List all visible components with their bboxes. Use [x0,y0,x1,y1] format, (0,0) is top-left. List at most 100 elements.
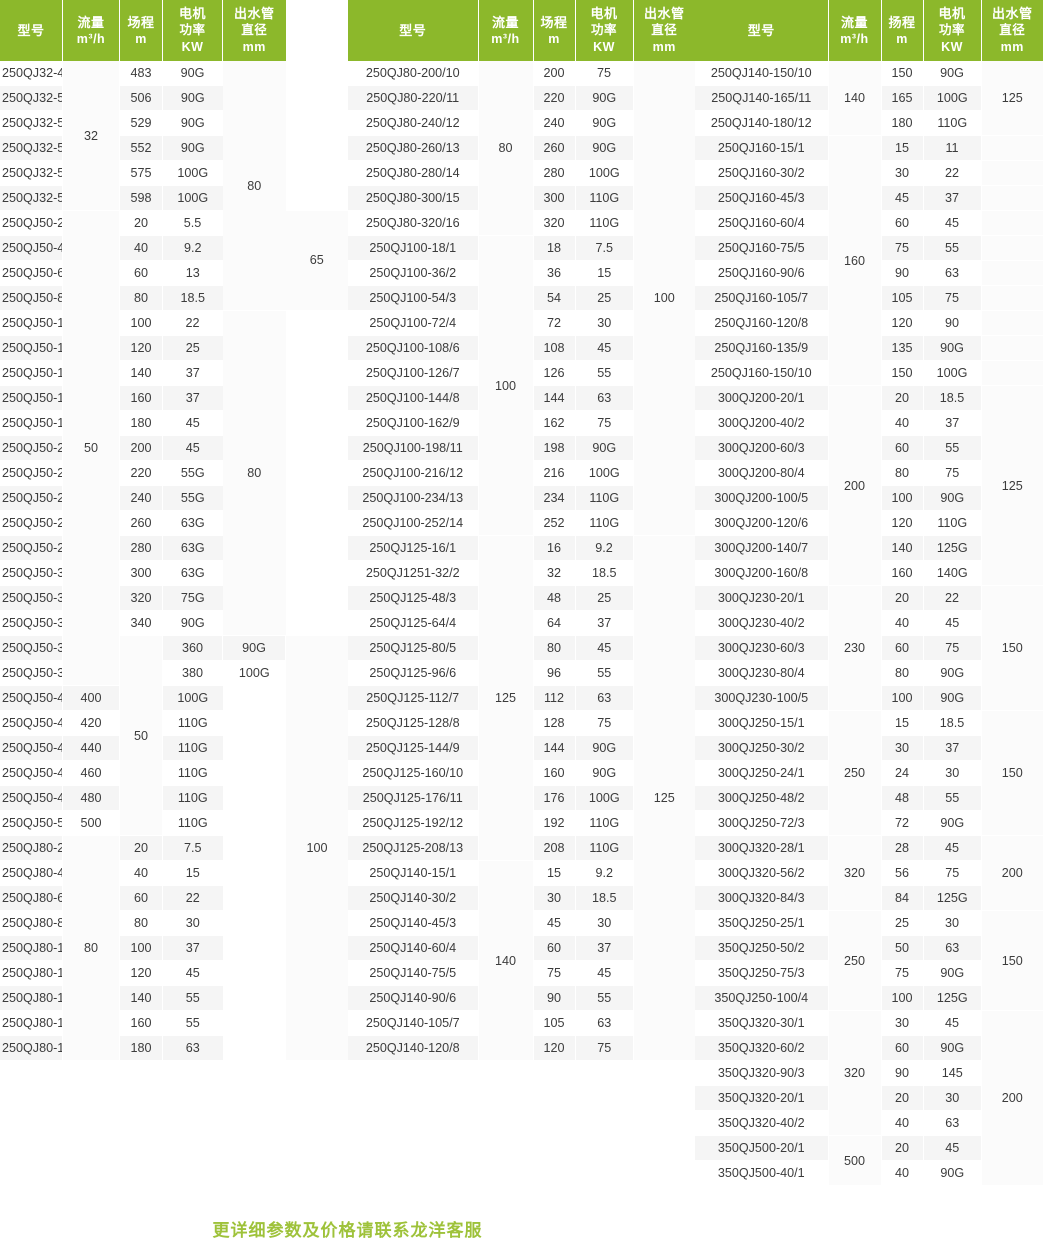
cell-head: 260 [533,135,576,161]
table-row: 300QJ200-20/1 200 20 18.5 125 [695,385,1043,586]
cell-power: 25 [162,335,223,361]
cell-model: 250QJ140-45/3 [348,910,479,936]
table-row: 300QJ200-80/4 80 75 [695,460,1043,486]
cell-diameter-empty [981,360,1043,386]
cell-flow: 320 [828,1010,882,1136]
spec-block-middle: 型号 流量 m³/h 场程 m 电机 功率 KW [348,0,695,1061]
col-header-power: 电机 功率 KW [923,0,982,61]
cell-model: 250QJ125-80/5 [348,635,479,661]
cell-model: 250QJ80-100/5 [0,935,63,961]
cell-model: 350QJ320-20/1 [695,1085,829,1111]
col-header-head-unit: m [896,31,908,46]
cell-model: 250QJ125-96/6 [348,660,479,686]
cell-head: 36 [533,260,576,286]
table-row: 300QJ250-72/3 72 90G [695,810,1043,836]
table-row: 350QJ320-90/3 90 145 [695,1060,1043,1086]
cell-head: 112 [533,685,576,711]
col-header-power-line2: 功率 [590,23,617,37]
cell-head: 30 [881,735,924,761]
cell-head: 100 [881,685,924,711]
cell-head: 40 [119,860,163,886]
cell-head: 280 [533,160,576,186]
cell-model: 250QJ125-64/4 [348,610,479,636]
cell-diameter: 200 [981,835,1043,911]
cell-head: 30 [881,1010,924,1036]
table-row: 300QJ320-84/3 84 125G [695,885,1043,911]
table-row: 300QJ250-24/1 24 30 [695,760,1043,786]
cell-model: 250QJ100-216/12 [348,460,479,486]
cell-model: 250QJ32-552/24 [0,135,63,161]
cell-model: 250QJ80-120/6 [0,960,63,986]
cell-head: 300 [119,560,163,586]
cell-model: 250QJ50-40/2 [0,235,63,261]
col-header-power-line2: 功率 [179,23,206,37]
cell-power: 9.2 [162,235,223,261]
cell-model: 250QJ100-162/9 [348,410,479,436]
spec-block-right: 型号 流量 m³/h 扬程 m 电机 功率 KW [695,0,1043,1186]
cell-head: 240 [119,485,163,511]
col-header-head: 场程 m [119,0,163,61]
cell-model: 250QJ50-300/15 [0,560,63,586]
cell-head: 20 [881,385,924,411]
cell-flow: 200 [828,385,882,586]
cell-head: 100 [881,485,924,511]
cell-model: 250QJ100-36/2 [348,260,479,286]
table-row: 250QJ32-483/213248390G80 [0,61,348,311]
cell-model: 250QJ80-140/7 [0,985,63,1011]
cell-model: 250QJ50-480/24 [0,785,63,811]
cell-model: 300QJ230-40/2 [695,610,829,636]
cell-model: 250QJ140-180/12 [695,110,829,136]
cell-power: 75 [923,860,981,886]
table-body: 250QJ80-200/10 80 200 75 100 250QJ80-220/11 22… [348,61,695,1061]
cell-head: 216 [533,460,576,486]
table-row: 250QJ160-15/1 160 15 11 [695,135,1043,386]
contact-note: 更详细参数及价格请联系龙洋客服 [212,1221,483,1240]
cell-power: 100G [575,160,633,186]
cell-diameter-empty [981,285,1043,311]
cell-model: 350QJ250-50/2 [695,935,829,961]
cell-head: 240 [533,110,576,136]
cell-head: 60 [119,260,163,286]
col-header-model: 型号 [695,0,829,61]
cell-head: 180 [119,410,163,436]
table-row: 250QJ140-180/12 180 110G [695,110,1043,136]
cell-diameter-empty [981,185,1043,211]
cell-model: 350QJ250-100/4 [695,985,829,1011]
cell-head: 60 [533,935,576,961]
cell-diameter-empty [981,135,1043,161]
cell-model: 300QJ250-30/2 [695,735,829,761]
cell-head: 208 [533,835,576,861]
cell-model: 250QJ125-48/3 [348,585,479,611]
cell-flow: 125 [478,535,534,861]
cell-diameter: 125 [981,61,1043,136]
cell-head: 75 [533,960,576,986]
cell-model: 250QJ50-220/11 [0,460,63,486]
table-row: 350QJ320-20/1 20 30 [695,1085,1043,1111]
cell-model: 250QJ160-60/4 [695,210,829,236]
cell-model: 250QJ100-18/1 [348,235,479,261]
cell-power: 5.5 [162,210,223,236]
cell-power: 9.2 [575,860,633,886]
cell-power: 90G [923,335,982,361]
table-row: 250QJ100-72/4 72 30 [348,310,695,336]
cell-head: 180 [881,110,924,136]
cell-head: 72 [533,310,576,336]
cell-model: 250QJ50-320/16 [0,585,63,611]
cell-model: 250QJ80-80/4 [0,910,63,936]
cell-power: 90G [923,1160,981,1186]
col-header-power-unit: KW [181,40,204,54]
cell-model: 250QJ50-60/3 [0,260,63,286]
cell-head: 162 [533,410,576,436]
cell-model: 250QJ32-575/25 [0,160,63,186]
col-header-power-unit: KW [941,40,963,54]
cell-power: 45 [575,960,633,986]
table-row: 250QJ100-234/13 234 110G [348,485,695,511]
table-row: 300QJ320-56/2 56 75 [695,860,1043,886]
cell-model: 250QJ160-105/7 [695,285,829,311]
cell-power: 45 [575,335,633,361]
table-header-row: 型号 流量 m³/h 扬程 m 电机 功率 KW [695,0,1043,61]
